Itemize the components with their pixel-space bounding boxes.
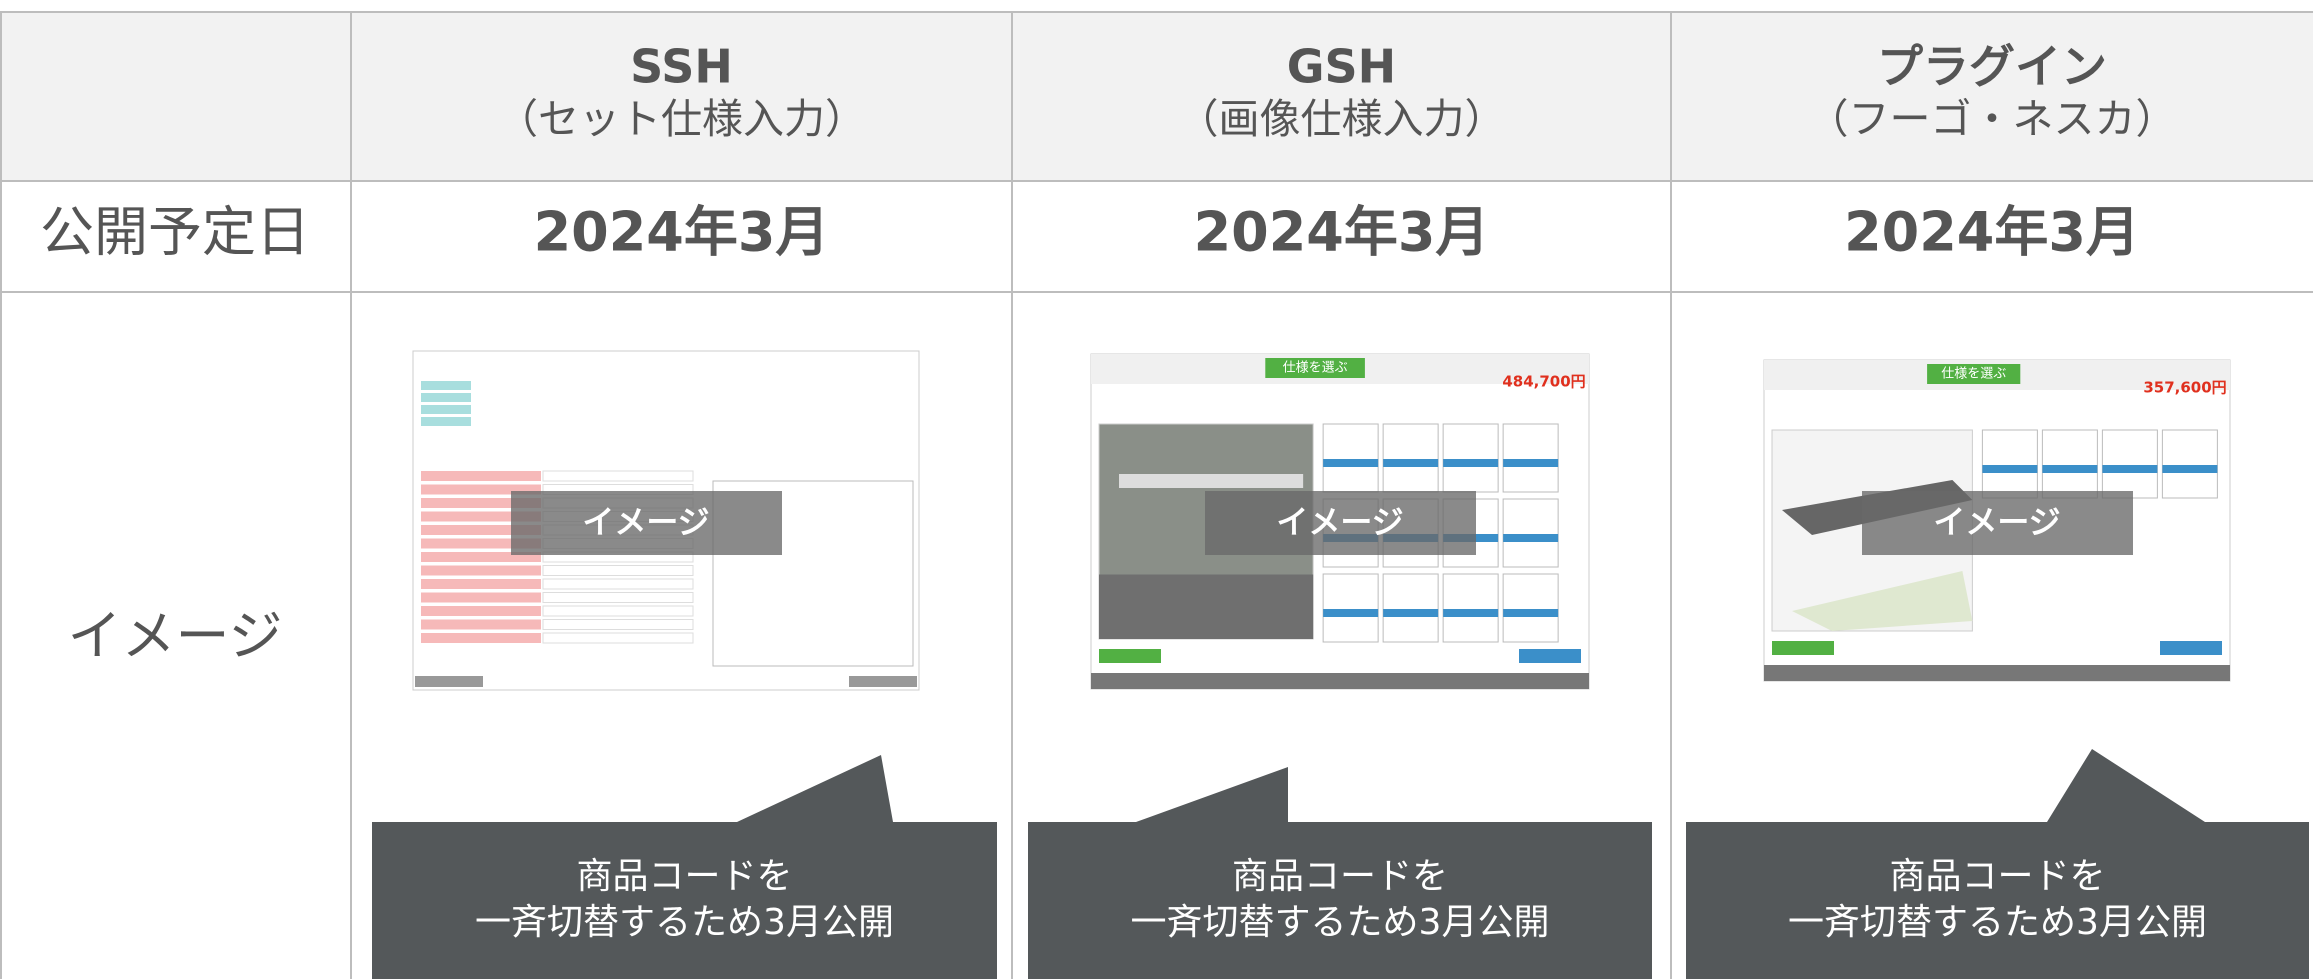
status-bar [1764, 665, 2230, 681]
form-label [421, 381, 471, 390]
form-label [421, 606, 541, 616]
option-tile-bar [1443, 459, 1499, 467]
form-label [421, 498, 541, 508]
form-label [421, 579, 541, 589]
form-label [421, 633, 541, 643]
option-tile-bar [1503, 609, 1559, 617]
column-subtitle: （セット仕様入力） [497, 95, 866, 143]
form-label [421, 471, 541, 481]
option-tile-bar [1503, 459, 1559, 467]
option-tile [2041, 429, 2098, 499]
release-date: 2024年3月 [1844, 201, 2140, 264]
callout-text: 一斉切替するため3月公開 [475, 902, 894, 943]
table-borders [0, 11, 2313, 979]
button [2160, 641, 2222, 655]
form-label [421, 619, 541, 630]
button [1772, 641, 1834, 655]
option-tile [2161, 429, 2218, 499]
image-overlay-label: イメージ [582, 503, 709, 541]
form-field [542, 565, 694, 576]
release-date: 2024年3月 [534, 201, 830, 264]
form-field [542, 619, 694, 630]
button [1099, 649, 1161, 663]
callout [1686, 749, 2309, 979]
carport-floor [1792, 571, 1973, 631]
form-field [542, 605, 694, 617]
form-label [421, 511, 541, 522]
form-label [421, 417, 471, 426]
photo-ground [1099, 574, 1314, 639]
form-label [421, 525, 541, 535]
option-tile [1502, 423, 1559, 493]
nav-step [1265, 358, 1365, 378]
option-tile-bar [1383, 459, 1439, 467]
option-tile [1322, 423, 1379, 493]
column-subtitle: （フーゴ・ネスカ） [1808, 95, 2177, 143]
column-subtitle: （画像仕様入力） [1178, 95, 1506, 143]
form-label [421, 592, 541, 603]
form-field [542, 578, 694, 590]
option-tile-bar [2042, 465, 2098, 473]
callout-text: 一斉切替するため3月公開 [1788, 902, 2207, 943]
release-date: 2024年3月 [1194, 201, 1490, 264]
form-label [421, 538, 541, 549]
total-price: 484,700円 [1502, 373, 1585, 391]
option-tile [1981, 429, 2038, 499]
image-overlay [1205, 491, 1476, 555]
option-tile-bar [1323, 459, 1379, 467]
nav-step [1927, 364, 2021, 384]
image-overlay-label: イメージ [1276, 503, 1403, 541]
button [849, 676, 917, 687]
callout-text: 商品コードを [1232, 856, 1448, 897]
row-label: イメージ [68, 605, 283, 668]
column-title: プラグイン [1877, 40, 2107, 94]
form-field [542, 470, 694, 482]
button [415, 676, 483, 687]
status-bar [1091, 673, 1589, 689]
form-field [542, 632, 694, 644]
option-tile [1502, 573, 1559, 643]
nav-step-label: 仕様を選ぶ [1283, 361, 1348, 376]
option-tile [2101, 429, 2158, 499]
callout-text: 商品コードを [1889, 856, 2105, 897]
option-tile-bar [1982, 465, 2038, 473]
option-tile-bar [2162, 465, 2218, 473]
form-label [421, 552, 541, 562]
callout-text: 一斉切替するため3月公開 [1131, 902, 1550, 943]
nav-step-label: 仕様を選ぶ [1941, 367, 2006, 382]
form-field [542, 592, 694, 603]
option-tile [1502, 498, 1559, 568]
option-tile [1322, 573, 1379, 643]
row-label: 公開予定日 [40, 201, 310, 264]
image-overlay [511, 491, 782, 555]
form-label [421, 393, 471, 402]
image-overlay [1862, 491, 2133, 555]
image-overlay-label: イメージ [1933, 503, 2060, 541]
header-row [0, 12, 2313, 181]
option-tile-bar [2102, 465, 2158, 473]
column-title: GSH [1287, 40, 1396, 94]
option-tile-bar [1383, 609, 1439, 617]
form-label [421, 405, 471, 414]
option-tile [1382, 573, 1439, 643]
button [1519, 649, 1581, 663]
form-label [421, 484, 541, 495]
total-price: 357,600円 [2143, 379, 2226, 397]
option-tile-bar [1323, 609, 1379, 617]
option-tile [1442, 573, 1499, 643]
photo-roof [1119, 474, 1304, 488]
column-title: SSH [630, 40, 733, 94]
callout [1028, 767, 1652, 979]
callout-text: 商品コードを [576, 856, 792, 897]
option-tile-bar [1503, 534, 1559, 542]
option-tile-bar [1443, 609, 1499, 617]
option-tile [1442, 423, 1499, 493]
callout [372, 755, 997, 979]
form-label [421, 565, 541, 576]
option-tile [1382, 423, 1439, 493]
